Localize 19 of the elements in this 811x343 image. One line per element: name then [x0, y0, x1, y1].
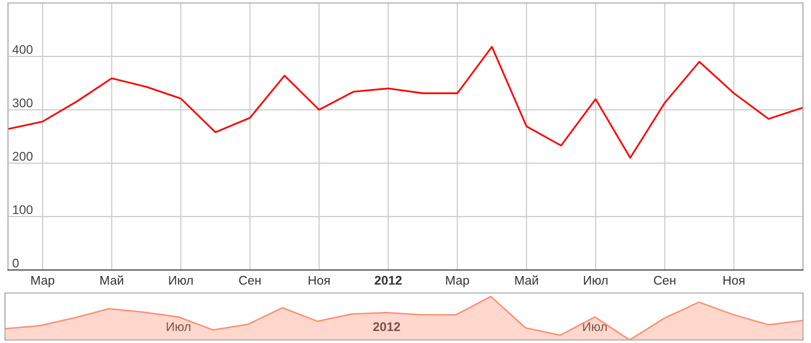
x-tick-label: Июл	[166, 322, 190, 332]
x-tick-label: Июл	[169, 276, 193, 285]
x-tick-label: Мар	[31, 276, 54, 288]
x-tick-label: Сен	[654, 276, 676, 285]
x-tick-label: Июл	[583, 322, 607, 332]
x-tick-label: Мар	[446, 276, 470, 288]
y-tick-label: 400	[12, 45, 33, 54]
x-tick-label: Май	[100, 275, 124, 285]
x-tick-label: 2012	[374, 276, 402, 285]
x-tick-label: Ноя	[308, 276, 330, 285]
x-tick-label: Ноя	[724, 276, 744, 285]
x-tick-label: Май	[515, 275, 538, 285]
y-tick-label: 200	[12, 152, 33, 161]
x-tick-label: Сен	[239, 276, 261, 285]
x-tick-label: 2012	[373, 322, 400, 332]
y-tick-label: 100	[13, 205, 33, 214]
y-tick-label: 300	[12, 98, 33, 108]
x-tick-label: Июл	[584, 276, 608, 285]
y-tick-label: 0	[12, 258, 19, 268]
